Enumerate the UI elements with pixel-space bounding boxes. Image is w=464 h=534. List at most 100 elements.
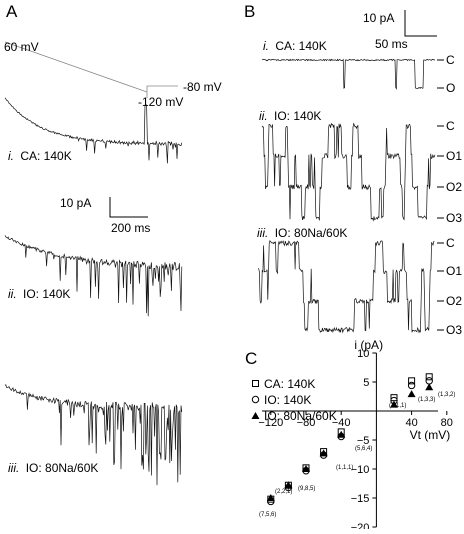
panel-a-condition-1: CA: 140K	[20, 149, 71, 163]
protocol-step-label: -120 mV	[138, 95, 183, 109]
x-tick-label: 80	[441, 417, 453, 429]
panel-b-scale-current: 10 pA	[363, 11, 394, 25]
data-point-circle	[407, 381, 416, 390]
point-annotation: (9,8,5)	[298, 486, 315, 492]
x-tick-label: 40	[405, 417, 417, 429]
panel-a-roman-2: ii.	[8, 287, 17, 301]
panel-b-scale-bar-lines	[404, 10, 437, 37]
x-tick-label: −120	[258, 417, 283, 429]
y-tick-label: −5	[357, 435, 370, 447]
point-annotation: (2,1,1)	[389, 403, 406, 409]
panel-b-scale-bar: 10 pA 50 ms	[363, 10, 437, 51]
x-tick-label: −40	[332, 417, 351, 429]
panel-a-condition-2: IO: 140K	[23, 287, 70, 301]
panel-a-roman-3: iii.	[8, 461, 19, 475]
panel-b-trace-ca-140k	[261, 58, 436, 91]
legend-entry-io-80na-60k: IO: 80Na/60K	[264, 409, 337, 423]
panel-b-level-o1-3: O1	[446, 264, 462, 278]
iv-chart-x-label: Vt (mV)	[410, 428, 451, 442]
y-tick-label: −15	[351, 493, 370, 505]
data-point-triangle	[319, 449, 328, 457]
iv-chart-annotations: (2,1,1) (1,3,3)(1,3,2) (5,6,4) (1,1,1) (9,8,…	[259, 392, 455, 518]
y-tick-label: 5	[363, 377, 369, 389]
data-point-triangle	[266, 494, 275, 501]
panel-b-trace-io-80na-60k	[258, 240, 435, 334]
panel-b-level-c-2: C	[446, 119, 455, 133]
protocol-ramp-line	[4, 41, 178, 98]
iv-chart-y-label: i (pA)	[354, 338, 383, 352]
point-annotation: (5,6,4)	[355, 446, 372, 452]
panel-b-level-ticks-3	[437, 242, 444, 331]
panel-b-label-1: i. CA: 140K	[263, 39, 327, 53]
legend-entry-io-140k: IO: 140K	[264, 393, 311, 407]
panel-b-levels-3: C O1 O2 O3	[437, 236, 462, 337]
panel-b-roman-1: i.	[263, 39, 269, 53]
panel-a-label-2: ii. IO: 140K	[8, 287, 70, 301]
panel-b-level-o-1: O	[446, 81, 455, 95]
voltage-protocol: 60 mV -120 mV -80 mV	[4, 40, 222, 109]
panel-a-scale-bar: 10 pA 200 ms	[60, 196, 150, 235]
panel-a-trace-io-140k	[4, 235, 183, 317]
data-point-circle	[425, 377, 433, 385]
panel-b-condition-3: IO: 80Na/60K	[275, 226, 348, 240]
panel-a-condition-3: IO: 80Na/60K	[26, 461, 99, 475]
panel-b-level-ticks-1	[437, 59, 444, 89]
panel-b-label-3: iii. IO: 80Na/60K	[257, 226, 347, 240]
legend-marker-circle	[251, 395, 260, 404]
protocol-start-label: 60 mV	[4, 40, 39, 54]
data-point-triangle	[425, 383, 434, 391]
panel-a-letter: A	[6, 2, 18, 21]
point-annotation: (7,5,6)	[259, 512, 276, 518]
panel-b-levels-1: C O	[437, 53, 455, 95]
panel-b-level-o2-2: O2	[446, 180, 462, 194]
panel-a-scale-time: 200 ms	[111, 221, 150, 235]
panel-b-level-o2-3: O2	[446, 294, 462, 308]
panel-b-condition-2: IO: 140K	[274, 109, 321, 123]
panel-b-trace-io-140k	[261, 122, 436, 222]
point-annotation: (2,2,1)	[275, 489, 292, 495]
panel-c-letter: C	[245, 349, 257, 368]
panel-a-trace-ca-140k	[4, 97, 183, 164]
panel-a-roman-1: i.	[8, 149, 14, 163]
panel-b-condition-1: CA: 140K	[275, 39, 326, 53]
panel-b-roman-3: iii.	[257, 226, 268, 240]
data-point-triangle	[407, 390, 416, 398]
legend-marker-triangle	[251, 412, 260, 419]
panel-b-level-c-1: C	[446, 53, 455, 67]
panel-b-level-c-3: C	[446, 236, 455, 250]
panel-b-label-2: ii. IO: 140K	[259, 109, 321, 123]
panel-a-scale-current: 10 pA	[60, 196, 91, 210]
iv-chart-legend: CA: 140K IO: 140K IO: 80Na/60K	[251, 377, 337, 423]
panel-b-level-o3-3: O3	[446, 323, 462, 337]
point-annotation: (1,3,3)	[418, 397, 435, 403]
panel-b-scale-time: 50 ms	[375, 37, 408, 51]
data-point-square	[425, 373, 433, 381]
y-tick-label: −20	[351, 522, 370, 529]
data-point-triangle	[337, 430, 346, 438]
panel-b-level-o3-2: O3	[446, 211, 462, 225]
y-tick-label: 10	[357, 348, 369, 360]
protocol-hold-label: -80 mV	[183, 80, 222, 94]
data-point-square	[408, 377, 416, 385]
panel-a-label-1: i. CA: 140K	[8, 149, 72, 163]
panel-a-scale-bar-lines	[109, 197, 148, 218]
legend-marker-square	[252, 380, 259, 387]
point-annotation: (1,3,2)	[438, 392, 455, 398]
panel-a-trace-io-80na-60k	[4, 384, 183, 486]
panel-b-level-o1-2: O1	[446, 149, 462, 163]
panel-b-level-ticks-2	[437, 125, 444, 219]
x-tick-label: −80	[297, 417, 316, 429]
panel-b-roman-2: ii.	[259, 109, 268, 123]
panel-b-levels-2: C O1 O2 O3	[437, 119, 462, 225]
y-tick-label: −10	[351, 464, 370, 476]
iv-chart: i (pA) Vt (mV) −120 −80 −40 40 80 −20 −15 −10 −5…	[251, 338, 455, 534]
data-point-triangle	[390, 400, 398, 408]
panel-b-letter: B	[244, 2, 255, 21]
point-annotation: (1,1,1)	[336, 465, 353, 471]
iv-chart-points	[266, 373, 434, 506]
data-point-triangle	[302, 465, 310, 472]
iv-chart-ticks: −120 −80 −40 40 80 −20 −15 −10 −5 5 10	[258, 348, 453, 534]
data-point-triangle	[284, 481, 293, 489]
